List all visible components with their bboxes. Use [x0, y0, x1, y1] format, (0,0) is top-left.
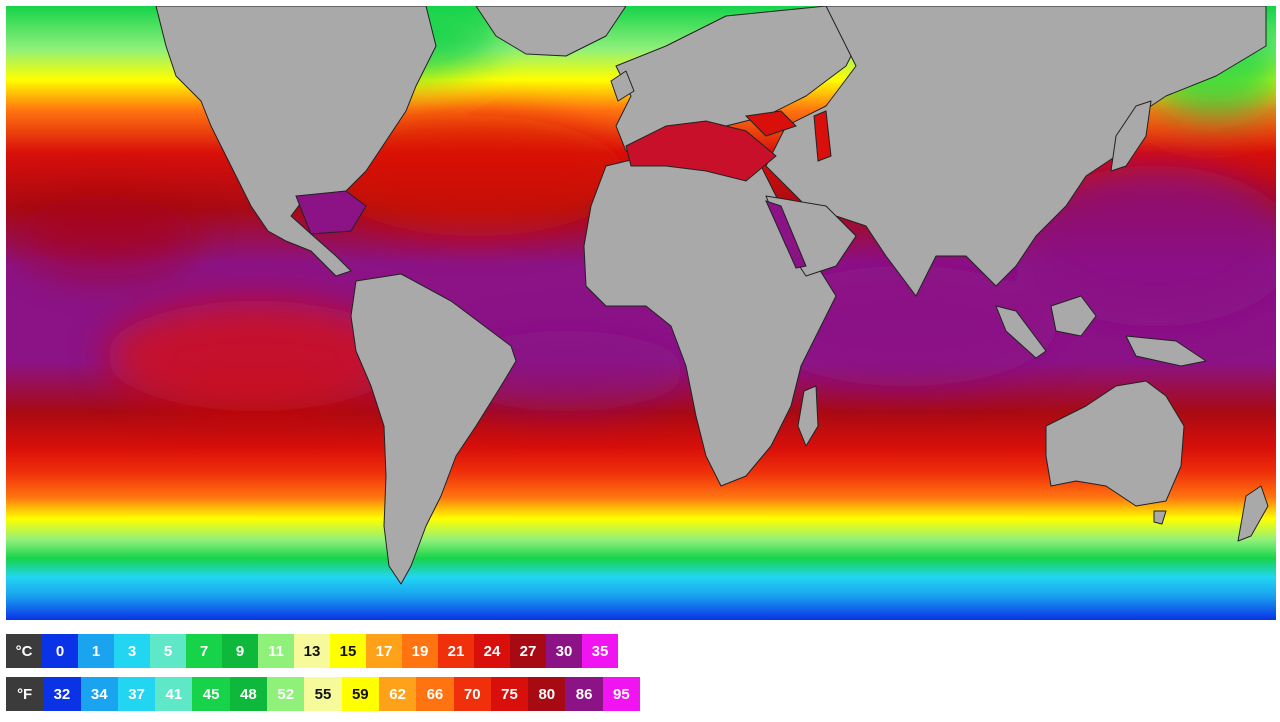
fahrenheit-swatch: 34: [80, 677, 118, 711]
celsius-unit-label: °C: [6, 634, 42, 668]
caspian-sea: [813, 110, 832, 162]
africa: [583, 153, 837, 487]
celsius-swatch: 3: [114, 634, 150, 668]
celsius-swatch: 15: [330, 634, 366, 668]
celsius-swatch: 1: [78, 634, 114, 668]
celsius-swatch: 13: [294, 634, 330, 668]
fahrenheit-swatch: 32: [43, 677, 81, 711]
celsius-swatch: 24: [474, 634, 510, 668]
madagascar: [797, 385, 819, 447]
fahrenheit-swatch: 41: [155, 677, 193, 711]
fahrenheit-swatch: 95: [602, 677, 641, 711]
celsius-swatch: 5: [150, 634, 186, 668]
fahrenheit-swatch: 80: [528, 677, 566, 711]
new-guinea: [1125, 335, 1207, 367]
fahrenheit-swatch: 66: [416, 677, 454, 711]
north-america: [155, 6, 437, 277]
land: [155, 6, 1269, 585]
sea-temperature-map: [6, 6, 1276, 620]
fahrenheit-swatch: 59: [341, 677, 379, 711]
black-sea: [744, 110, 797, 137]
greenland: [475, 6, 627, 57]
celsius-legend: °C 0 1 3 5 7 9 11 13 15 17 19 21 24 27 30 35: [6, 634, 618, 668]
asia: [765, 6, 1267, 297]
map-canvas: [6, 6, 1276, 620]
fahrenheit-swatch: 52: [267, 677, 305, 711]
celsius-swatch: 21: [438, 634, 474, 668]
uk: [610, 70, 635, 102]
fahrenheit-legend: °F 32 34 37 41 45 48 52 55 59 62 66 70 75 80 86 95: [6, 677, 641, 711]
fahrenheit-swatch: 86: [565, 677, 603, 711]
celsius-swatch: 35: [582, 634, 618, 668]
fahrenheit-swatch: 37: [117, 677, 156, 711]
celsius-swatch: 27: [510, 634, 546, 668]
fahrenheit-unit-label: °F: [6, 677, 44, 711]
fahrenheit-swatch: 55: [304, 677, 342, 711]
fahrenheit-swatch: 75: [490, 677, 529, 711]
celsius-swatch: 30: [546, 634, 582, 668]
sumatra: [995, 305, 1047, 359]
fahrenheit-swatch: 70: [453, 677, 491, 711]
celsius-swatch: 17: [366, 634, 402, 668]
new-zealand: [1237, 485, 1269, 542]
inland-seas: [295, 110, 832, 269]
celsius-swatch: 9: [222, 634, 258, 668]
celsius-swatch: 19: [402, 634, 438, 668]
borneo: [1050, 295, 1097, 337]
fahrenheit-swatch: 62: [378, 677, 417, 711]
celsius-swatch: 7: [186, 634, 222, 668]
tasmania: [1153, 510, 1167, 525]
fahrenheit-swatch: 48: [229, 677, 268, 711]
red-sea: [765, 200, 807, 269]
gulf-of-mexico: [295, 190, 367, 235]
fahrenheit-swatch: 45: [192, 677, 230, 711]
celsius-swatch: 0: [42, 634, 78, 668]
celsius-swatch: 11: [258, 634, 294, 668]
japan: [1110, 100, 1152, 172]
australia: [1045, 380, 1185, 507]
south-america: [350, 273, 517, 585]
mediterranean: [625, 120, 777, 182]
